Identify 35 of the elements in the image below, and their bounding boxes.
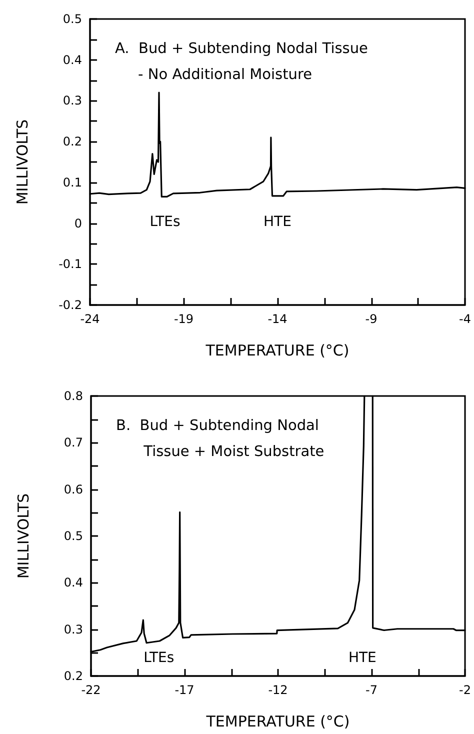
- y-tick-label: 0.1: [62, 175, 82, 190]
- y-tick-label: 0.4: [64, 576, 83, 590]
- y-axis-title: MILLIVOLTS: [14, 493, 32, 579]
- y-tick-label: 0.4: [62, 52, 82, 67]
- y-tick-label: 0.2: [62, 134, 82, 149]
- x-tick-label: -24: [80, 312, 100, 326]
- annotation: HTE: [264, 214, 292, 230]
- y-tick-label: -0.2: [58, 298, 82, 312]
- x-tick-label: -4: [459, 312, 471, 326]
- y-tick-label: 0.5: [62, 12, 82, 26]
- x-axis-title: TEMPERATURE (°C): [204, 342, 350, 360]
- y-tick-label: -0.1: [58, 257, 82, 272]
- x-tick-label: -12: [268, 683, 288, 697]
- y-tick-label: 0.5: [64, 529, 83, 543]
- annotation: LTEs: [150, 214, 180, 230]
- annotation: LTEs: [144, 650, 174, 666]
- y-tick-label: 0: [74, 216, 82, 230]
- y-tick-label: 0.8: [64, 389, 83, 403]
- y-tick-label: 0.2: [64, 669, 83, 683]
- x-tick-label: -19: [174, 312, 194, 326]
- text: B. Bud + Subtending Nodal Tissue + Moist Substrate: [116, 418, 324, 460]
- x-tick-label: -14: [268, 312, 288, 326]
- x-axis-title: TEMPERATURE (°C): [205, 712, 350, 730]
- x-tick-label: -17: [174, 683, 194, 697]
- x-tick-label: -7: [366, 683, 378, 697]
- x-tick-label: -22: [81, 683, 101, 697]
- text: A. Bud + Subtending Nodal Tissue - No Additional Moisture: [115, 41, 368, 83]
- y-tick-label: 0.3: [62, 94, 82, 108]
- y-tick-label: 0.6: [64, 482, 83, 496]
- y-tick-label: 0.7: [64, 436, 83, 450]
- x-tick-label: -9: [365, 312, 378, 326]
- y-tick-label: 0.3: [64, 622, 83, 636]
- y-axis-title: MILLIVOLTS: [14, 119, 32, 205]
- x-tick-label: -2: [459, 683, 471, 697]
- annotation: HTE: [348, 650, 376, 666]
